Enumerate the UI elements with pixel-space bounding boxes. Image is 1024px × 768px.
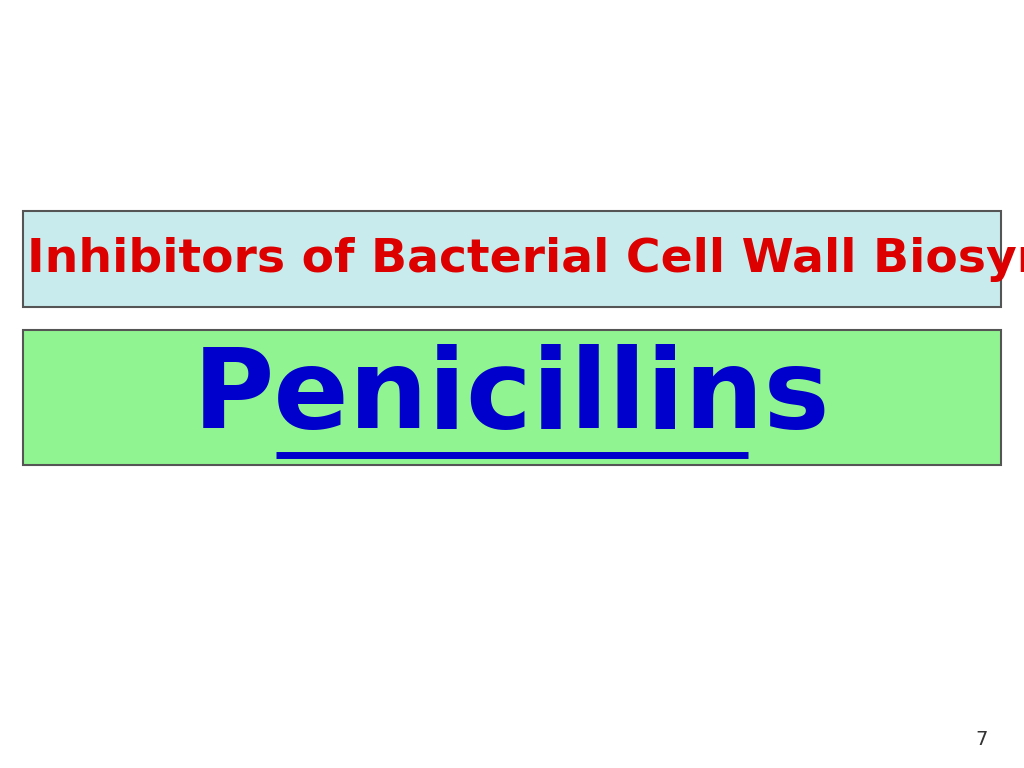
Text: Penicillins: Penicillins — [194, 344, 830, 451]
Text: Inhibitors of Bacterial Cell Wall Biosynthesis: Inhibitors of Bacterial Cell Wall Biosyn… — [27, 237, 1024, 282]
FancyBboxPatch shape — [23, 211, 1001, 307]
FancyBboxPatch shape — [23, 330, 1001, 465]
Text: 7: 7 — [976, 730, 988, 749]
